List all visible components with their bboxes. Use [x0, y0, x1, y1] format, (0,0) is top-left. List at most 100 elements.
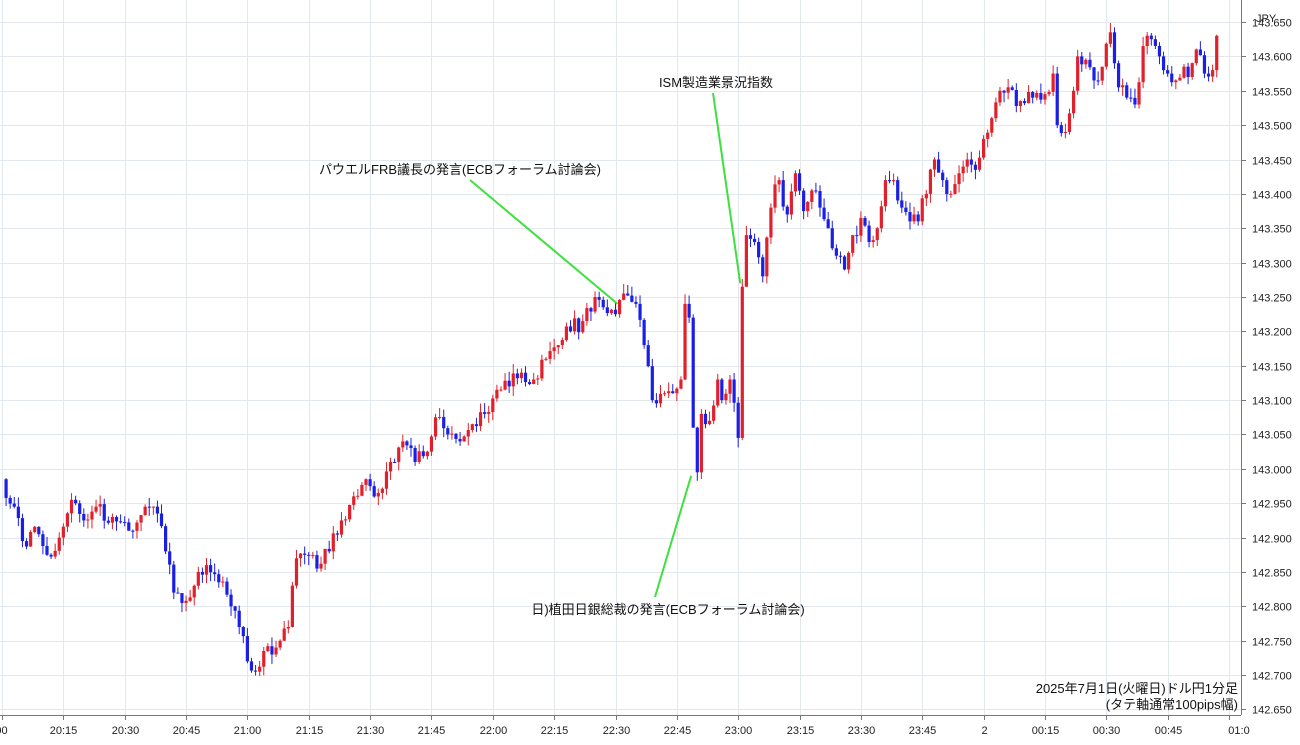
- candle: [188, 590, 192, 603]
- candle: [245, 627, 249, 664]
- candle: [1010, 85, 1014, 91]
- candle: [290, 581, 294, 628]
- candle: [315, 550, 319, 573]
- x-tick-label: 00:15: [1032, 725, 1060, 737]
- x-tick-label: 22:45: [664, 725, 692, 737]
- candle: [123, 516, 127, 527]
- candle: [8, 495, 12, 509]
- candle: [630, 286, 634, 303]
- candle: [544, 356, 548, 361]
- candle: [1022, 98, 1027, 106]
- candle: [965, 152, 969, 173]
- candle: [920, 194, 924, 226]
- candle: [683, 294, 687, 381]
- candle: [797, 169, 802, 195]
- annotation-leader-line: [469, 179, 619, 305]
- candle: [515, 368, 519, 385]
- candle: [863, 215, 867, 228]
- candle: [896, 176, 900, 205]
- candle: [151, 506, 155, 515]
- x-tick-label: 20:15: [50, 725, 78, 737]
- candle: [266, 643, 270, 653]
- candle: [53, 543, 57, 559]
- candle: [924, 189, 928, 207]
- candle: [1063, 123, 1067, 139]
- candle: [278, 639, 282, 651]
- candle: [548, 341, 552, 364]
- candle: [147, 497, 151, 516]
- candle: [687, 295, 691, 323]
- time-axis[interactable]: :0020:1520:3020:4521:0021:1521:3021:4522…: [0, 715, 1250, 737]
- candle: [732, 373, 736, 412]
- candle: [168, 542, 172, 575]
- candle: [4, 478, 8, 507]
- candle: [564, 322, 569, 342]
- candle: [131, 529, 135, 539]
- candle: [626, 285, 630, 296]
- x-tick-label: 21:00: [234, 725, 262, 737]
- candle: [380, 487, 384, 500]
- candle: [405, 440, 409, 450]
- candle: [442, 409, 446, 438]
- candle: [102, 498, 106, 529]
- candle: [998, 86, 1002, 106]
- candle: [65, 511, 70, 533]
- candle: [1006, 78, 1010, 100]
- candle: [1108, 22, 1112, 48]
- candle: [311, 551, 315, 559]
- candle: [904, 201, 908, 216]
- candle: [728, 374, 732, 404]
- candle: [720, 377, 724, 404]
- candle: [114, 515, 119, 531]
- candle: [932, 157, 937, 177]
- candle: [879, 200, 883, 233]
- candle: [536, 375, 540, 386]
- candle: [323, 548, 327, 570]
- candle: [990, 116, 994, 137]
- x-tick-label: 23:15: [787, 725, 815, 737]
- candle: [842, 255, 847, 271]
- candle: [658, 385, 663, 408]
- candle: [523, 366, 528, 387]
- price-axis[interactable]: 143.650 143.600 143.550 143.500 143.450 143.4…: [1241, 18, 1292, 717]
- candle: [78, 500, 82, 523]
- candle: [164, 523, 168, 555]
- candle: [892, 173, 896, 186]
- candle: [348, 504, 352, 523]
- candle: [994, 97, 998, 123]
- candle: [1047, 89, 1051, 97]
- candle: [675, 387, 679, 402]
- candle: [184, 595, 188, 612]
- candle: [1215, 34, 1219, 78]
- candle: [589, 306, 593, 321]
- candle: [577, 317, 581, 340]
- candle: [1186, 62, 1190, 85]
- candle: [941, 169, 945, 187]
- x-tick-label: 22:30: [603, 725, 631, 737]
- candle: [262, 647, 266, 676]
- y-tick-label: 142.950: [1252, 499, 1292, 511]
- candle: [634, 296, 638, 308]
- y-tick-label: 143.100: [1252, 396, 1292, 408]
- candle: [192, 584, 196, 606]
- candle: [560, 337, 564, 349]
- candle: [180, 593, 184, 613]
- candle: [838, 251, 843, 264]
- candle: [622, 284, 626, 301]
- candle: [1166, 65, 1170, 77]
- candle: [1018, 100, 1023, 113]
- y-tick-label: 142.650: [1252, 705, 1292, 717]
- candle: [1133, 88, 1137, 109]
- candle: [364, 478, 368, 491]
- candle: [466, 423, 470, 446]
- candle: [937, 151, 941, 173]
- candle: [912, 206, 916, 225]
- candle: [1149, 33, 1153, 46]
- candle: [94, 499, 98, 514]
- candle: [875, 227, 879, 247]
- candle: [1170, 66, 1174, 87]
- candle: [507, 371, 511, 394]
- candle: [61, 523, 65, 546]
- candle: [499, 386, 503, 392]
